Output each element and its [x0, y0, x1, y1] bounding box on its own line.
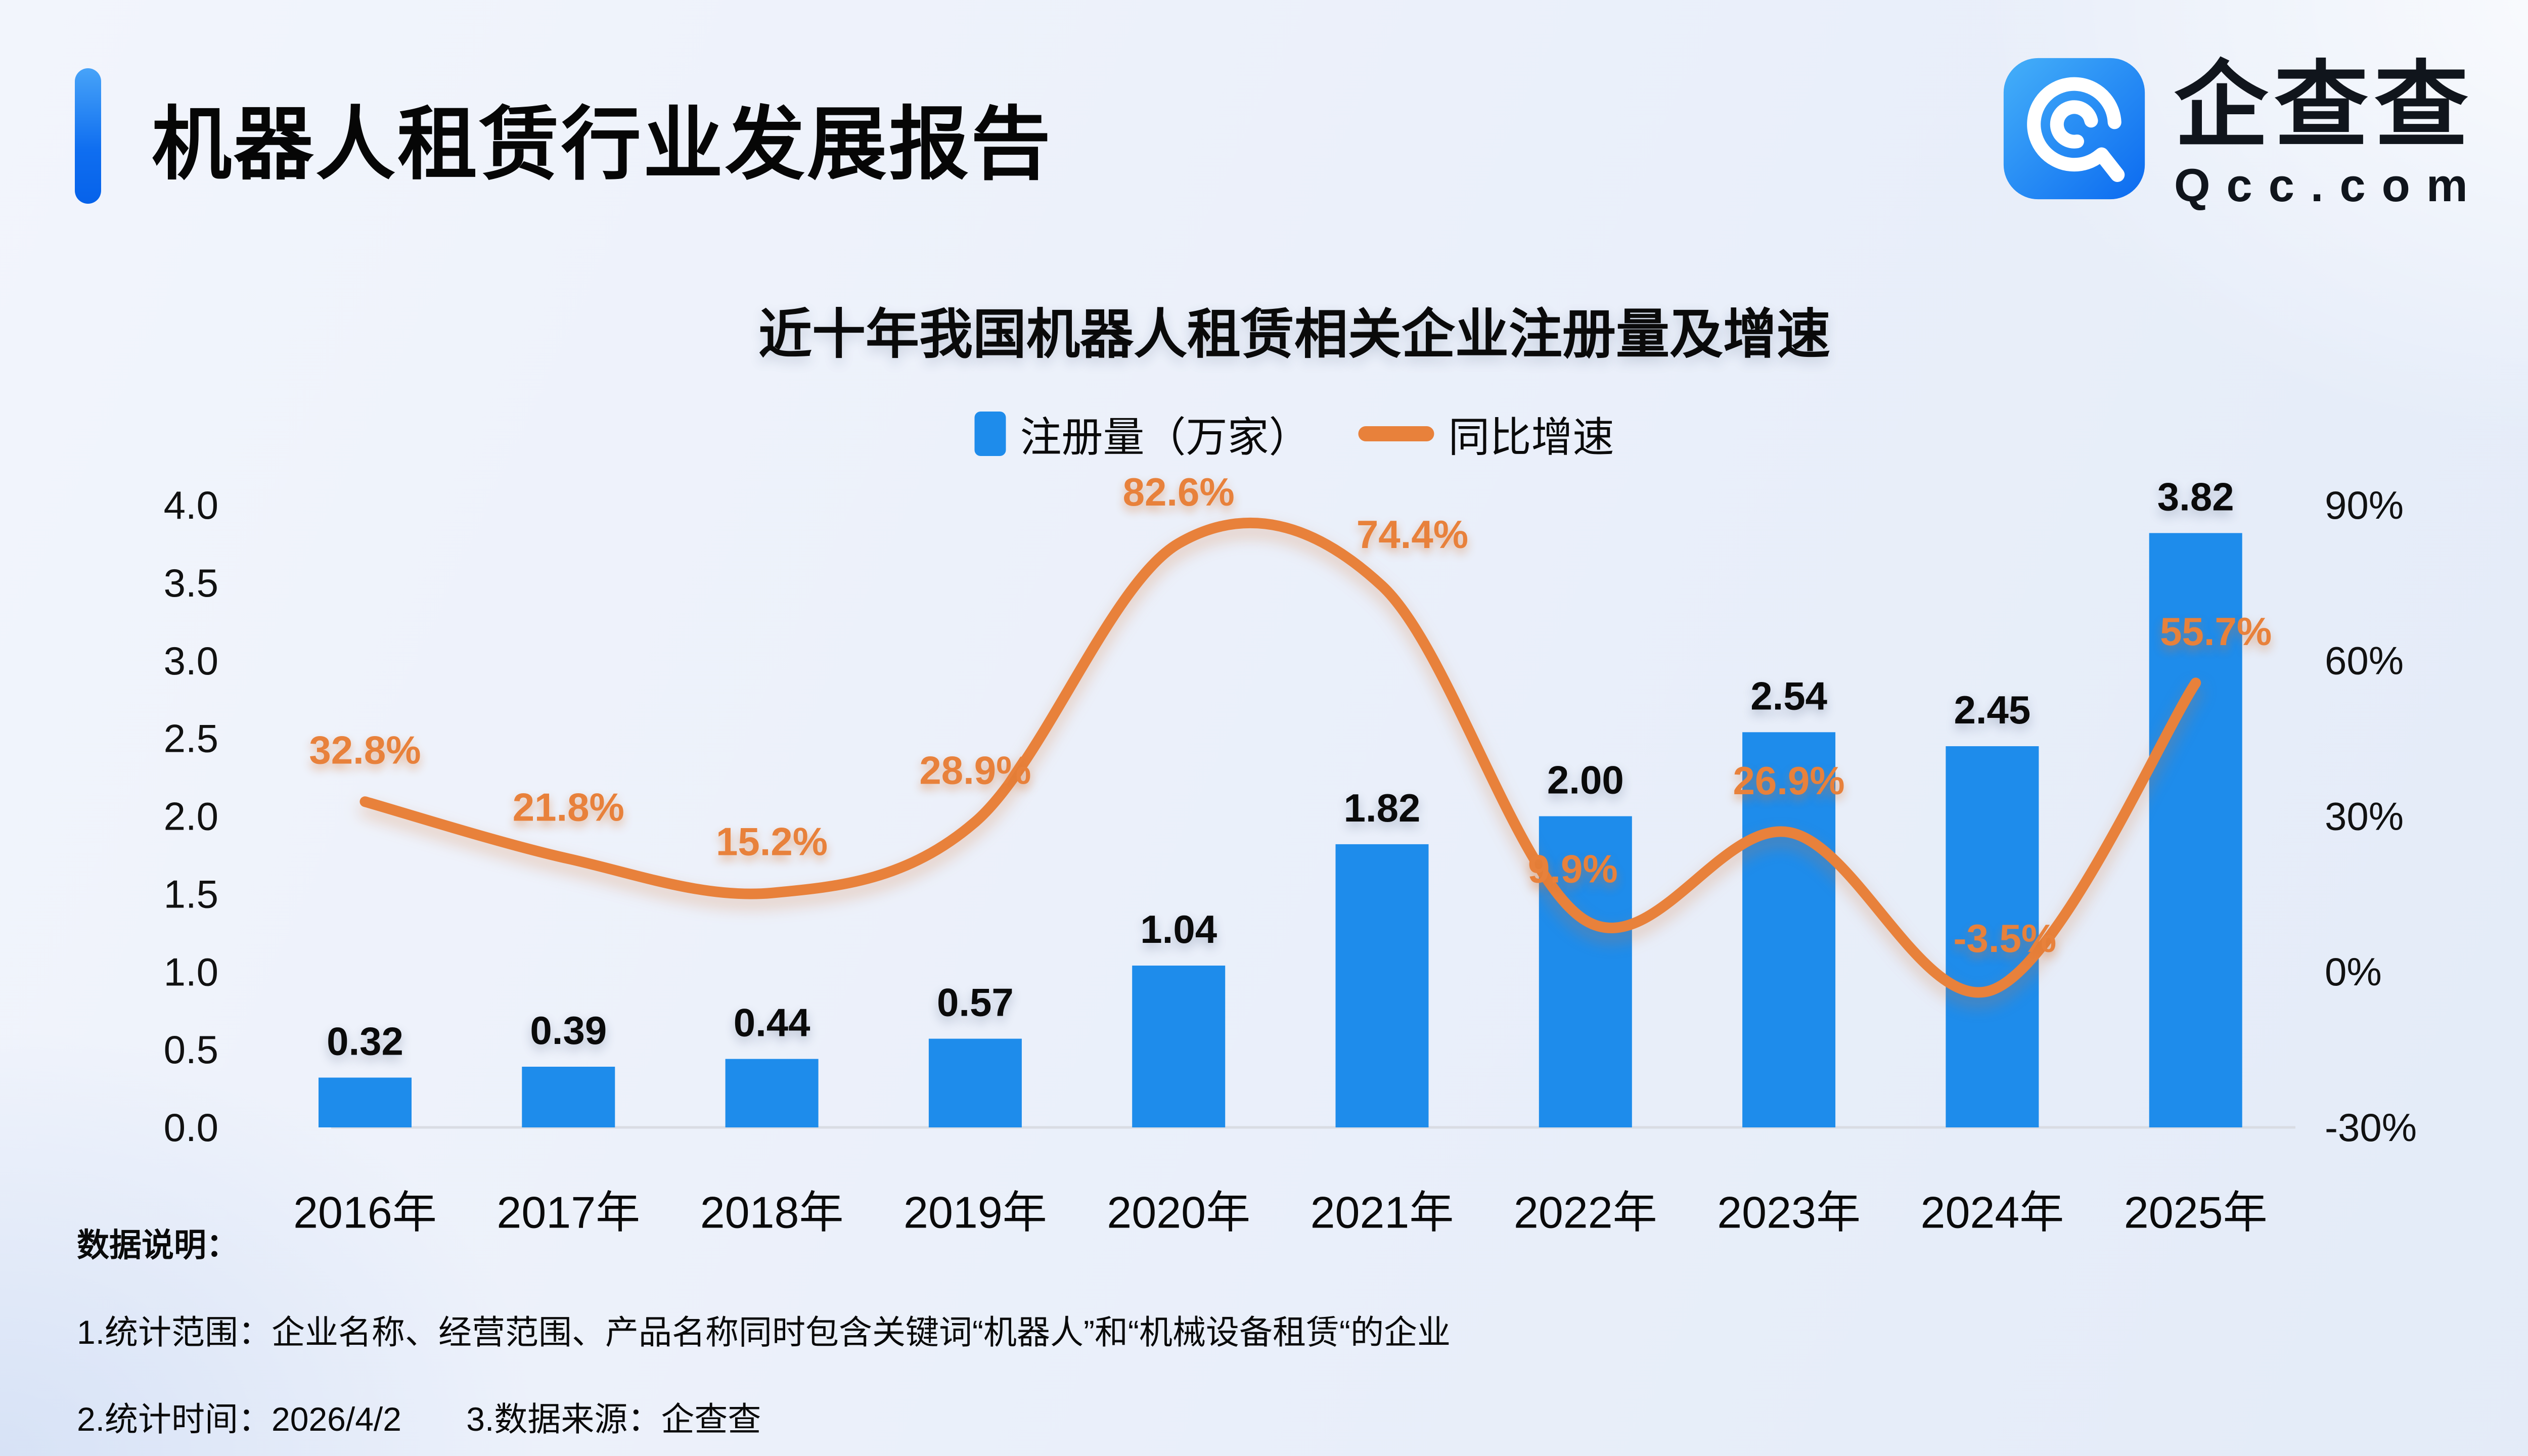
x-axis-label: 2023年 [1717, 1188, 1861, 1238]
qcc-logo-domain: Qcc.com [2174, 160, 2484, 212]
qcc-logo: 企查查 Qcc.com [2002, 57, 2484, 212]
growth-value-label: 82.6% [1123, 470, 1235, 514]
bar-value-label: 1.82 [1344, 786, 1421, 830]
notes-line2: 2.统计时间：2026/4/2 3.数据来源：企查查 [77, 1392, 1451, 1441]
growth-value-label: 55.7% [2160, 609, 2272, 654]
bar-2024年 [1946, 746, 2039, 1127]
bar-value-label: 2.54 [1750, 673, 1827, 718]
x-axis-label: 2022年 [1514, 1188, 1657, 1238]
x-axis-label: 2018年 [700, 1188, 844, 1238]
bar-2016年 [319, 1077, 412, 1127]
left-axis-tick: 2.0 [164, 794, 218, 839]
bar-value-label: 0.44 [734, 1000, 810, 1045]
growth-value-label: 21.8% [513, 785, 624, 830]
legend-line-label: 同比增速 [1448, 415, 1614, 461]
x-axis-label: 2019年 [904, 1188, 1047, 1238]
chart-legend: 注册量（万家） 同比增速 [974, 403, 1614, 464]
legend-line-marker [1358, 426, 1434, 441]
x-axis-label: 2025年 [2124, 1188, 2268, 1238]
bar-2022年 [1539, 816, 1632, 1127]
qcc-logo-icon [2003, 58, 2145, 200]
notes-source: 3.数据来源：企查查 [466, 1400, 761, 1438]
left-axis-tick: 2.5 [164, 716, 218, 761]
x-axis-label: 2021年 [1311, 1188, 1454, 1238]
growth-value-label: 26.9% [1733, 758, 1845, 803]
bar-value-label: 3.82 [2157, 474, 2234, 519]
bar-2018年 [725, 1059, 819, 1127]
left-axis-tick: 1.5 [164, 872, 218, 916]
x-axis-label: 2016年 [293, 1188, 437, 1238]
bar-value-label: 1.04 [1140, 907, 1217, 951]
legend-bar-label: 注册量（万家） [1020, 415, 1311, 461]
right-axis-tick: -30% [2325, 1105, 2417, 1150]
notes-heading: 数据说明： [77, 1227, 239, 1263]
right-axis-tick: 0% [2325, 949, 2382, 994]
bar-value-label: 0.32 [327, 1019, 403, 1064]
growth-value-label: -3.5% [1954, 916, 2057, 961]
qcc-logo-name: 企查查 [2174, 54, 2475, 158]
growth-value-label: 28.9% [919, 748, 1031, 793]
right-axis-tick: 90% [2325, 483, 2404, 527]
chart-title: 近十年我国机器人租赁相关企业注册量及增速 [758, 305, 1830, 365]
bar-value-label: 2.00 [1547, 758, 1624, 802]
growth-value-label: 15.2% [716, 819, 828, 863]
growth-value-label: 32.8% [309, 728, 421, 772]
notes-time: 2.统计时间：2026/4/2 [77, 1400, 401, 1438]
left-axis-tick: 3.5 [164, 561, 218, 605]
x-axis-label: 2020年 [1107, 1188, 1250, 1238]
bar-2025年 [2149, 533, 2242, 1127]
bar-value-label: 0.39 [530, 1008, 607, 1053]
notes-line1: 1.统计范围：企业名称、经营范围、产品名称同时包含关键词“机器人”和“机械设备租… [77, 1313, 1451, 1351]
page-title: 机器人租赁行业发展报告 [152, 100, 1053, 189]
left-axis-tick: 3.0 [164, 639, 218, 683]
bar-value-label: 0.57 [937, 980, 1014, 1025]
left-axis-tick: 1.0 [164, 949, 218, 994]
bar-value-label: 2.45 [1954, 688, 2030, 732]
growth-value-label: 74.4% [1357, 512, 1468, 557]
bar-2023年 [1742, 732, 1836, 1127]
title-accent-bar [75, 68, 101, 204]
right-axis-tick: 30% [2325, 794, 2404, 838]
left-axis-tick: 0.0 [164, 1105, 218, 1150]
growth-line [359, 517, 2201, 998]
x-axis-label: 2024年 [1921, 1188, 2064, 1238]
right-axis-tick: 60% [2325, 639, 2404, 683]
left-axis-tick: 4.0 [164, 483, 218, 527]
legend-bar-marker [974, 411, 1006, 456]
left-axis-tick: 0.5 [164, 1027, 218, 1072]
bar-2019年 [928, 1038, 1022, 1127]
data-notes: 数据说明： 1.统计范围：企业名称、经营范围、产品名称同时包含关键词“机器人”和… [77, 1219, 1451, 1441]
bar-2020年 [1132, 965, 1226, 1127]
growth-value-label: 9.9% [1528, 847, 1618, 891]
x-axis-label: 2017年 [496, 1188, 640, 1238]
bar-2017年 [522, 1066, 615, 1127]
bar-2021年 [1335, 844, 1429, 1127]
